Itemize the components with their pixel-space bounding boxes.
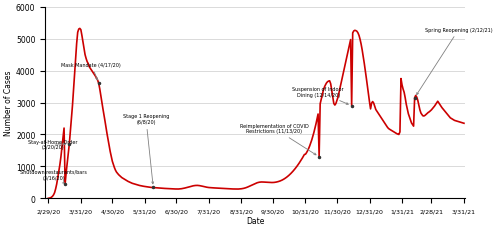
Text: Suspension of Indoor
Dining (12/14/20): Suspension of Indoor Dining (12/14/20): [292, 87, 348, 105]
Text: Shutdown restaurants/bars
(3/16/20): Shutdown restaurants/bars (3/16/20): [20, 169, 87, 184]
Text: Stage 1 Reopening
(6/8/20): Stage 1 Reopening (6/8/20): [122, 114, 169, 184]
Text: Stay-at-Home Order
(3/20/20): Stay-at-Home Order (3/20/20): [28, 139, 78, 150]
Text: Spring Reopening (2/12/21): Spring Reopening (2/12/21): [416, 27, 493, 95]
Y-axis label: Number of Cases: Number of Cases: [4, 71, 13, 136]
X-axis label: Date: Date: [246, 216, 264, 225]
Text: Reimplementation of COVID
Restrictions (11/13/20): Reimplementation of COVID Restrictions (…: [240, 123, 316, 155]
Text: Mask Mandate (4/17/20): Mask Mandate (4/17/20): [62, 62, 121, 81]
